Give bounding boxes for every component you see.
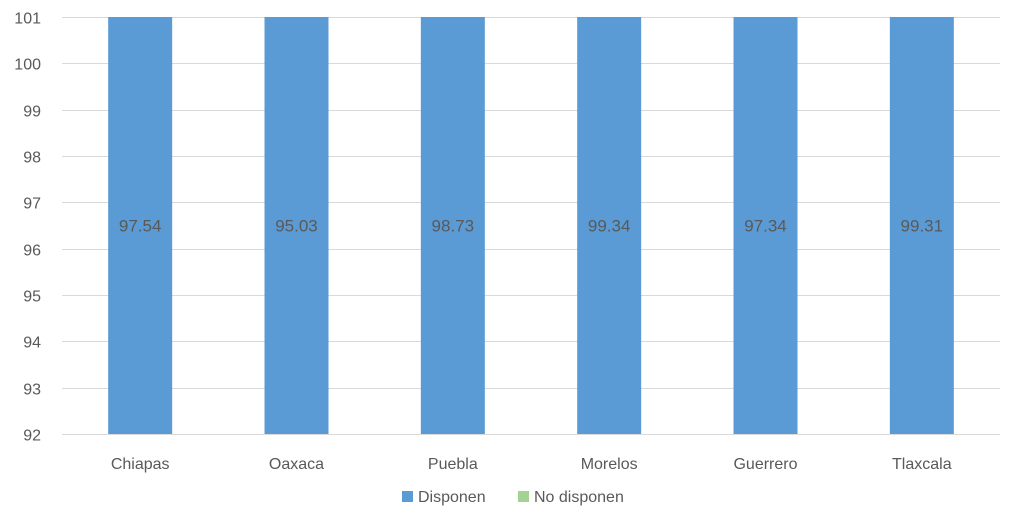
x-tick-label-tlaxcala: Tlaxcala	[892, 456, 952, 473]
y-tick-label: 95	[23, 289, 41, 306]
bar-disponen-puebla	[420, 17, 485, 434]
y-tick-label: 98	[23, 150, 41, 167]
data-label-disponen-oaxaca: 95.03	[275, 217, 318, 236]
y-tick-label: 100	[14, 57, 41, 74]
x-tick-label-guerrero: Guerrero	[733, 456, 797, 473]
x-tick-label-morelos: Morelos	[581, 456, 638, 473]
data-label-disponen-puebla: 98.73	[432, 217, 475, 236]
legend-label-disponen: Disponen	[418, 489, 486, 506]
y-tick-label: 93	[23, 382, 41, 399]
x-axis-ticks: Chiapas Oaxaca Puebla Morelos Guerrero Tlaxca…	[111, 456, 952, 473]
x-tick-label-puebla: Puebla	[428, 456, 478, 473]
data-label-disponen-morelos: 99.34	[588, 217, 631, 236]
y-axis-ticks: 92 93 94 95 96 97 98 99 100 101	[14, 11, 41, 445]
legend-swatch-no-disponen	[518, 491, 529, 502]
y-tick-label: 97	[23, 196, 41, 213]
bar-disponen-oaxaca	[264, 17, 329, 434]
y-tick-label: 92	[23, 428, 41, 445]
data-labels: 97.542.3395.033.1198.731.0199.340.5797.3…	[119, 217, 944, 236]
data-label-disponen-tlaxcala: 99.31	[901, 217, 944, 236]
legend-label-no-disponen: No disponen	[534, 489, 624, 506]
legend: Disponen No disponen	[402, 489, 624, 506]
y-tick-label: 101	[14, 11, 41, 28]
x-tick-label-oaxaca: Oaxaca	[269, 456, 324, 473]
bars	[108, 17, 954, 434]
bar-disponen-guerrero	[733, 17, 798, 434]
x-tick-label-chiapas: Chiapas	[111, 456, 170, 473]
y-tick-label: 96	[23, 243, 41, 260]
bar-disponen-chiapas	[108, 17, 173, 434]
data-label-disponen-guerrero: 97.34	[744, 217, 787, 236]
bar-disponen-tlaxcala	[889, 17, 954, 434]
y-tick-label: 99	[23, 104, 41, 121]
legend-swatch-disponen	[402, 491, 413, 502]
bar-disponen-morelos	[577, 17, 642, 434]
y-tick-label: 94	[23, 335, 41, 352]
data-label-disponen-chiapas: 97.54	[119, 217, 162, 236]
gridlines	[62, 17, 1000, 435]
